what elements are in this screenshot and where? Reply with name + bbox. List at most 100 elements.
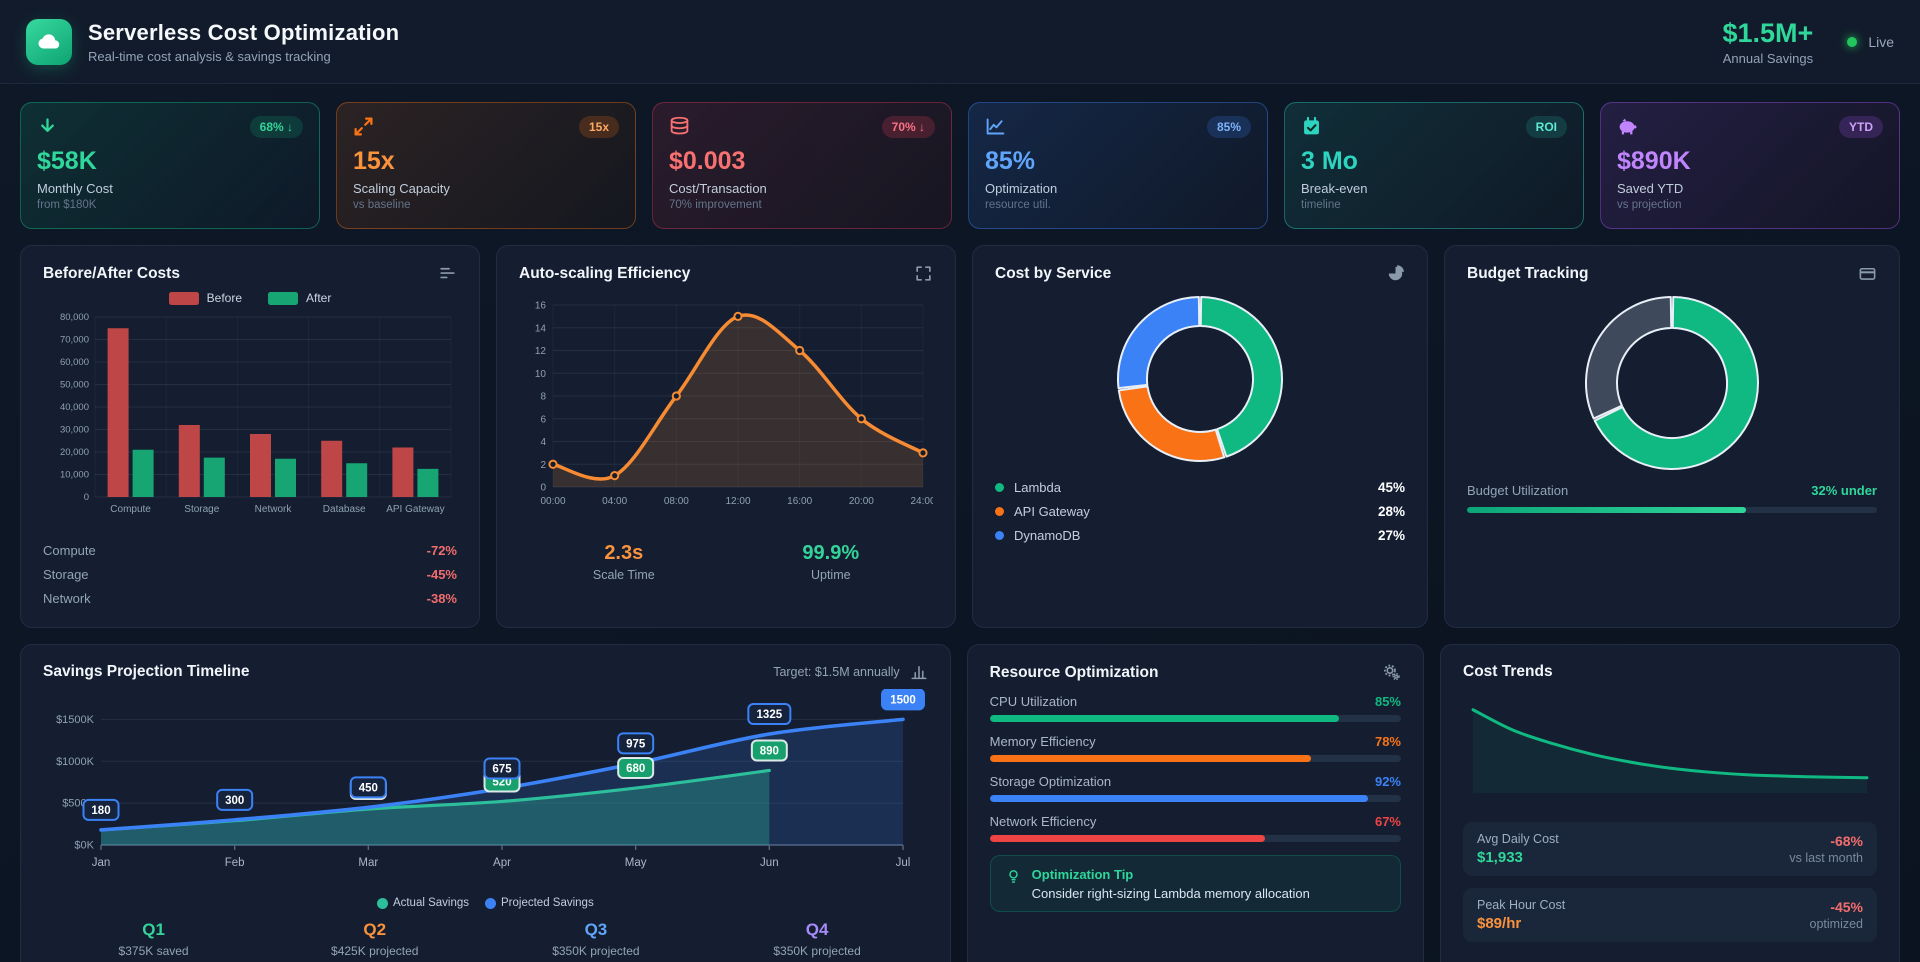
pie-chart-icon[interactable] xyxy=(1386,264,1405,283)
stat-label: Storage xyxy=(43,566,89,582)
legend-label: DynamoDB xyxy=(1014,527,1081,543)
budget-utilization-value: 32% under xyxy=(1811,483,1877,498)
legend-row-api-gateway[interactable]: API Gateway 28% xyxy=(995,499,1405,523)
kpi-value: $890K xyxy=(1617,147,1691,175)
quarter-label: Q3 xyxy=(584,920,608,939)
stat-delta-sub: optimized xyxy=(1809,917,1864,931)
cloud-icon xyxy=(36,29,62,55)
legend-row-dynamodb[interactable]: DynamoDB 27% xyxy=(995,523,1405,547)
kpi-label: Cost/Transaction xyxy=(669,181,767,196)
resource-bar-fill xyxy=(989,795,1369,802)
kpi-sub: 70% improvement xyxy=(669,199,762,211)
legend-row-lambda[interactable]: Lambda 45% xyxy=(995,475,1405,499)
resource-value: 85% xyxy=(1374,694,1401,709)
resource-bar-fill xyxy=(989,715,1340,722)
svg-text:Network: Network xyxy=(255,504,293,515)
legend-dot xyxy=(995,506,1004,516)
legend-value: 45% xyxy=(1377,479,1405,495)
svg-text:14: 14 xyxy=(535,323,547,334)
svg-text:Database: Database xyxy=(323,504,366,515)
svg-text:10: 10 xyxy=(535,369,547,380)
budget-utilization-row: Budget Utilization 32% under xyxy=(1467,483,1877,498)
resource-bar-track xyxy=(989,795,1401,802)
card-title: Auto-scaling Efficiency xyxy=(519,264,691,282)
svg-text:May: May xyxy=(625,857,647,869)
kpi-card-monthly-cost: 68% ↓ $58K Monthly Cost from $180K xyxy=(20,102,320,229)
stat-value: -72% xyxy=(426,542,457,558)
svg-text:975: 975 xyxy=(626,738,646,750)
cost-trends-card: Cost Trends Avg Daily Cost $1,933 -68% v… xyxy=(1440,644,1900,962)
live-label: Live xyxy=(1868,33,1894,50)
piggy-bank-icon xyxy=(1617,116,1638,137)
card-title: Savings Projection Timeline xyxy=(43,663,250,680)
legend-label: Lambda xyxy=(1014,479,1061,495)
card-title: Budget Tracking xyxy=(1467,264,1589,282)
svg-text:60,000: 60,000 xyxy=(60,357,89,368)
resource-label: Memory Efficiency xyxy=(989,734,1096,749)
legend-item-projected[interactable]: Projected Savings xyxy=(485,897,594,909)
svg-text:2: 2 xyxy=(540,460,546,471)
stat-row: Network -38% xyxy=(43,586,457,610)
kpi-label: Break-even xyxy=(1301,181,1368,196)
kpi-sub: timeline xyxy=(1301,199,1341,211)
expand-arrows-icon xyxy=(353,116,374,137)
page-subtitle: Real-time cost analysis & savings tracki… xyxy=(88,48,331,64)
kpi-value: 85% xyxy=(985,147,1036,175)
svg-text:1500: 1500 xyxy=(890,694,916,706)
scale-time-stat: 2.3s Scale Time xyxy=(593,542,655,582)
gears-icon[interactable] xyxy=(1382,663,1401,682)
bar-chart-icon[interactable] xyxy=(910,663,928,681)
kpi-card-saved-ytd: YTD $890K Saved YTD vs projection xyxy=(1600,102,1900,229)
svg-text:API Gateway: API Gateway xyxy=(386,504,444,515)
svg-text:16: 16 xyxy=(535,301,547,312)
annual-savings-label: Annual Savings xyxy=(1722,50,1814,66)
legend-label: After xyxy=(306,291,332,305)
kpi-label: Optimization xyxy=(985,181,1058,196)
svg-text:20,000: 20,000 xyxy=(60,447,89,458)
budget-progress-track xyxy=(1467,507,1877,513)
resource-bar-track xyxy=(989,755,1401,762)
legend-item-after[interactable]: After xyxy=(268,291,331,305)
svg-text:00:00: 00:00 xyxy=(540,496,565,507)
resource-optimization-card: Resource Optimization CPU Utilization 85%… xyxy=(966,644,1424,962)
resource-row-storage: Storage Optimization 92% xyxy=(989,774,1401,802)
legend-label: API Gateway xyxy=(1014,503,1090,519)
stat-delta-sub: vs last month xyxy=(1789,851,1863,865)
annual-savings-summary: $1.5M+ Annual Savings xyxy=(1723,18,1814,66)
legend-value: 27% xyxy=(1377,527,1405,543)
budget-tracking-card: Budget Tracking Budget Utilization 32% u… xyxy=(1444,245,1900,628)
quarter-sub: $425K projected xyxy=(331,944,419,958)
kpi-card-break-even: ROI 3 Mo Break-even timeline xyxy=(1284,102,1584,229)
svg-text:Apr: Apr xyxy=(493,857,511,869)
kpi-badge: 15x xyxy=(578,116,619,138)
legend-item-before[interactable]: Before xyxy=(168,291,242,305)
bar-list-icon[interactable] xyxy=(438,264,457,283)
legend-value: 28% xyxy=(1377,503,1405,519)
legend-item-actual[interactable]: Actual Savings xyxy=(376,897,470,909)
legend-swatch xyxy=(268,291,298,305)
resource-row-cpu: CPU Utilization 85% xyxy=(989,694,1401,722)
live-status: Live xyxy=(1847,34,1894,50)
stat-label: Avg Daily Cost xyxy=(1477,832,1559,846)
card-title: Cost Trends xyxy=(1463,663,1553,680)
svg-text:10,000: 10,000 xyxy=(60,470,89,481)
resource-label: Storage Optimization xyxy=(989,774,1112,789)
legend-label: Actual Savings xyxy=(392,897,470,909)
legend-dot xyxy=(995,482,1004,492)
fullscreen-icon[interactable] xyxy=(914,264,933,283)
quarterly-summary: Q1 $375K saved Q2 $425K projected Q3 $35… xyxy=(43,920,928,958)
arrow-down-icon xyxy=(37,116,58,137)
service-legend: Lambda 45% API Gateway 28% DynamoDB 27% xyxy=(995,475,1405,547)
scale-time-value: 2.3s xyxy=(604,542,644,564)
svg-text:50,000: 50,000 xyxy=(60,380,89,391)
quarter-q4: Q4 $350K projected xyxy=(706,920,927,958)
svg-text:30,000: 30,000 xyxy=(60,425,89,436)
bar-legend: Before After xyxy=(43,291,457,305)
svg-text:1325: 1325 xyxy=(757,709,783,721)
annual-savings-value: $1.5M+ xyxy=(1722,17,1814,48)
wallet-icon[interactable] xyxy=(1858,264,1877,283)
auto-scaling-line-chart: 0 2 4 6 8 10 12 14 16 00:00 04:00 08:00 12:00 16:00 20… xyxy=(535,301,936,508)
svg-text:Jan: Jan xyxy=(92,857,111,869)
quarter-label: Q4 xyxy=(805,920,829,939)
